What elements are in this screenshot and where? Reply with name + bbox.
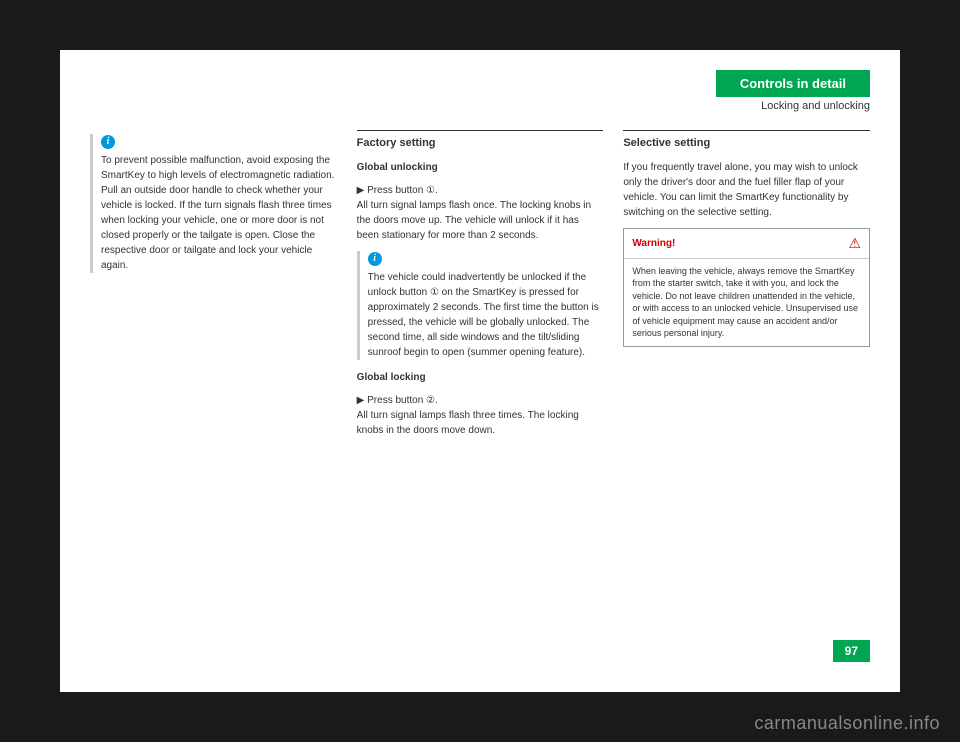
global-unlocking-label: Global unlocking (357, 160, 604, 175)
warning-title: Warning! (632, 236, 675, 251)
info-block-1: i To prevent possible malfunction, avoid… (90, 134, 337, 273)
warning-box: Warning! ⚠ When leaving the vehicle, alw… (623, 228, 870, 348)
factory-setting-heading: Factory setting (357, 130, 604, 152)
info-block-2: i The vehicle could inadvertently be unl… (357, 251, 604, 360)
column-1: i To prevent possible malfunction, avoid… (90, 130, 337, 446)
global-locking-label: Global locking (357, 370, 604, 385)
unlock-instruction: ▶ Press button ①. All turn signal lamps … (357, 183, 604, 243)
warning-triangle-icon: ⚠ (848, 233, 861, 254)
column-2: Factory setting Global unlocking ▶ Press… (357, 130, 604, 446)
watermark: carmanualsonline.info (754, 713, 940, 734)
info-icon: i (368, 252, 382, 266)
info-text-2: The vehicle could inadvertently be unloc… (368, 270, 604, 360)
section-subtitle: Locking and unlocking (761, 100, 870, 112)
content-columns: i To prevent possible malfunction, avoid… (90, 130, 870, 446)
info-text: To prevent possible malfunction, avoid e… (101, 153, 337, 273)
selective-text: If you frequently travel alone, you may … (623, 160, 870, 220)
warning-body: When leaving the vehicle, always remove … (624, 259, 869, 347)
column-3: Selective setting If you frequently trav… (623, 130, 870, 446)
info-icon: i (101, 135, 115, 149)
warning-header: Warning! ⚠ (624, 229, 869, 259)
manual-page: Controls in detail Locking and unlocking… (60, 50, 900, 692)
selective-setting-heading: Selective setting (623, 130, 870, 152)
page-number: 97 (833, 640, 870, 662)
lock-instruction: ▶ Press button ②. All turn signal lamps … (357, 393, 604, 438)
section-header: Controls in detail (716, 70, 870, 97)
